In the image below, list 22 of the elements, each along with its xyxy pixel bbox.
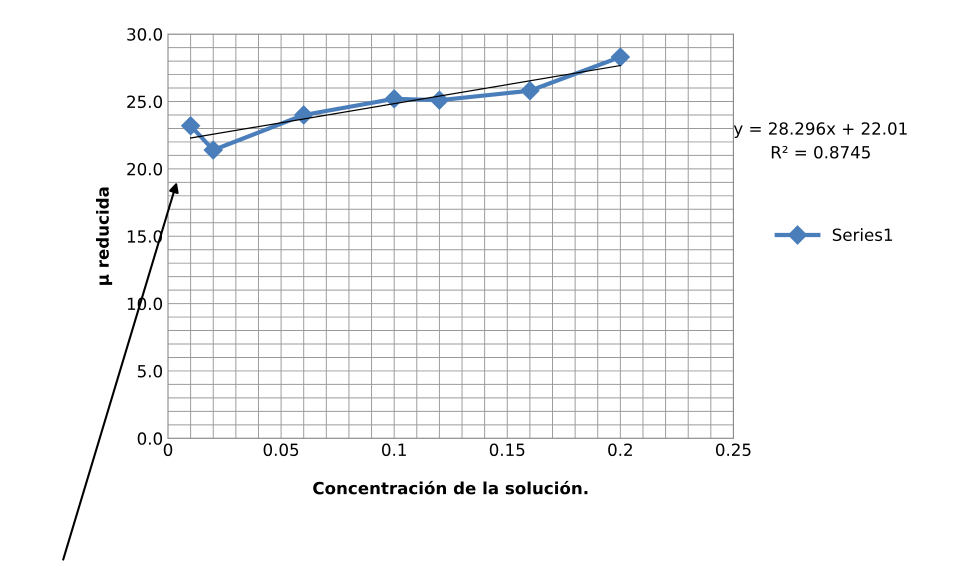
point <box>204 140 223 160</box>
point <box>181 116 200 136</box>
x-axis-title: Concentración de la solución. <box>313 480 588 494</box>
y-tick-label: 5.0 <box>138 364 162 378</box>
y-axis-title: µ reducida <box>96 187 112 285</box>
y-tick-label: 0.0 <box>138 432 162 445</box>
x-tick-label: 0.15 <box>490 443 524 456</box>
x-tick-label: 0.1 <box>382 443 406 456</box>
point <box>520 81 540 100</box>
text: y = 28.296x + 22.01 R² = 0.8745 <box>734 122 907 159</box>
x-tick-label: 0.2 <box>608 443 632 456</box>
point <box>294 105 314 125</box>
y-tick-label: 25.0 <box>127 95 162 108</box>
point <box>384 89 404 108</box>
point <box>430 90 449 110</box>
x-tick-label: 0 <box>164 443 172 456</box>
legend-label: Series1 <box>832 228 892 242</box>
y-tick-label: 20.0 <box>127 162 162 176</box>
x-tick-label: 0.25 <box>716 443 751 456</box>
point <box>610 48 630 67</box>
x-tick-label: 0.05 <box>264 443 298 456</box>
y-tick-label: 30.0 <box>127 28 162 41</box>
